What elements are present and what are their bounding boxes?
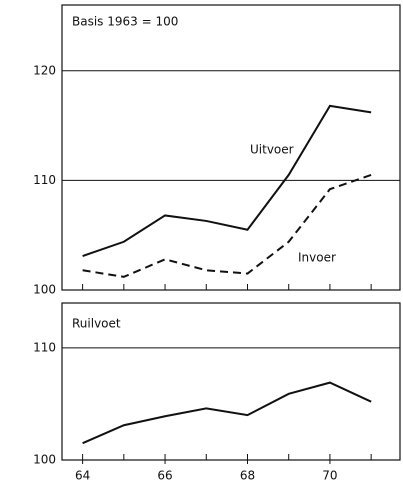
y-tick-label: 120 — [33, 63, 56, 77]
x-tick-label: 68 — [240, 469, 255, 482]
x-tick-label: 70 — [322, 469, 337, 482]
y-tick-label: 110 — [33, 340, 56, 354]
y-tick-label: 100 — [33, 453, 56, 467]
x-tick-label: 66 — [157, 469, 172, 482]
x-tick-label: 64 — [75, 469, 90, 482]
y-tick-label: 100 — [33, 283, 56, 297]
series-label: Invoer — [298, 251, 336, 265]
panel-title: Ruilvoet — [72, 317, 121, 331]
series-line — [82, 104, 372, 257]
y-tick-label: 110 — [33, 173, 56, 187]
plot-frame — [61, 4, 401, 291]
panel-title: Basis 1963 = 100 — [72, 15, 178, 29]
series-line — [82, 173, 372, 278]
series-label: Uitvoer — [250, 143, 294, 157]
series-line — [82, 381, 372, 445]
